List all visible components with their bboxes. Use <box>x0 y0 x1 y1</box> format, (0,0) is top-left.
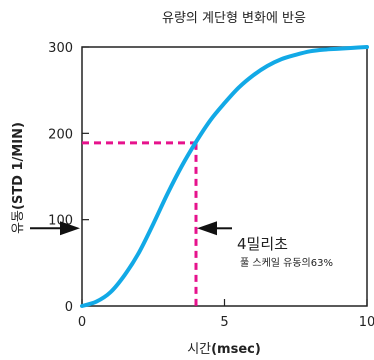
x-tick-label: 0 <box>78 315 86 330</box>
marker-label: 4밀리초 <box>237 235 288 253</box>
y-axis-label-text: 유동 <box>11 210 26 234</box>
left-arrow-head <box>60 221 80 236</box>
y-axis-label-unit: (STD 1/MIN) <box>11 122 26 210</box>
chart-title: 유량의 계단형 변화에 반응 <box>162 11 306 26</box>
x-tick-label: 5 <box>220 315 228 330</box>
y-tick-label: 200 <box>48 127 73 142</box>
marker-sublabel: 풀 스케일 유동의63% <box>240 257 333 269</box>
y-tick-label: 300 <box>48 41 73 56</box>
x-tick-label: 10 <box>359 315 374 330</box>
x-axis-label: 시간(msec) <box>187 342 261 357</box>
y-axis-label: 유동(STD 1/MIN) <box>11 122 26 234</box>
data-marks <box>80 45 369 308</box>
series-line <box>80 45 369 308</box>
x-axis-label-text: 시간 <box>187 342 211 357</box>
right-arrow-head <box>197 221 217 236</box>
y-tick-label: 0 <box>65 300 73 315</box>
x-axis-label-unit: (msec) <box>211 342 261 357</box>
